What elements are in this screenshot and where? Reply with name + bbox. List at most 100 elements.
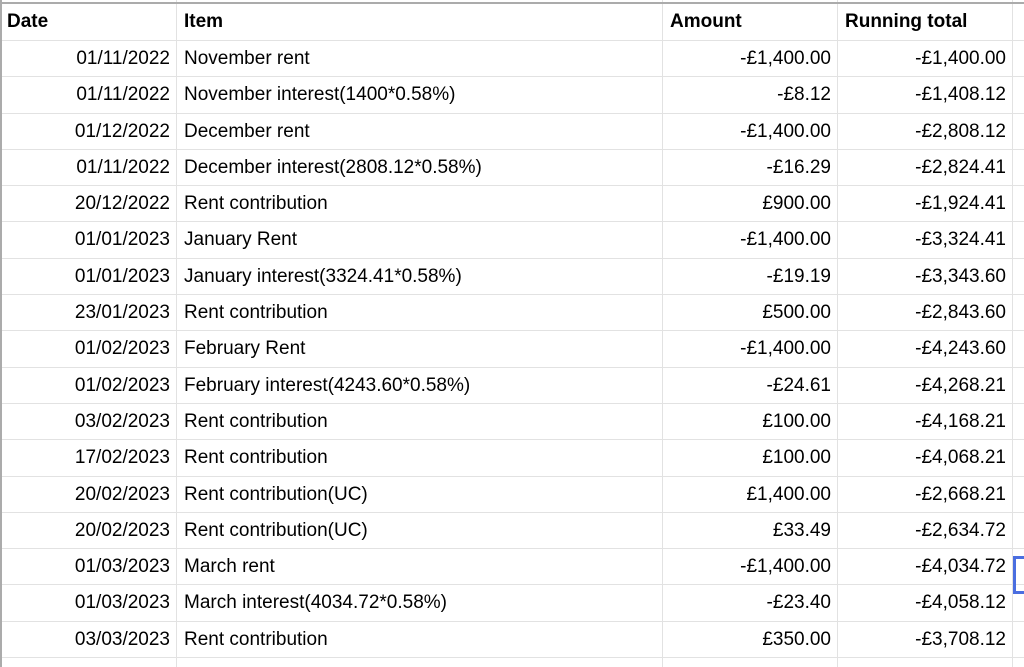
- cell-item[interactable]: November rent: [177, 41, 663, 77]
- cell-amount[interactable]: £100.00: [663, 440, 838, 476]
- cell-item[interactable]: Rent contribution(UC): [177, 512, 663, 549]
- cell-amount[interactable]: £33.49: [663, 512, 838, 549]
- cell-item[interactable]: December interest(2808.12*0.58%): [177, 149, 663, 186]
- cell-running-total[interactable]: -£4,034.72: [838, 549, 1013, 585]
- cell-empty[interactable]: [1013, 259, 1024, 294]
- cell-empty[interactable]: [1013, 150, 1024, 185]
- cell-running-total[interactable]: -£3,343.60: [838, 258, 1013, 295]
- cell-item[interactable]: November interest(1400*0.58%): [177, 77, 663, 113]
- cell-running-total[interactable]: -£4,068.21: [838, 440, 1013, 476]
- cell-running-total[interactable]: -£4,168.21: [838, 403, 1013, 440]
- cell-amount[interactable]: -£24.61: [663, 367, 838, 403]
- cell-empty[interactable]: [1013, 77, 1024, 112]
- cell-date[interactable]: 03/02/2023: [0, 403, 177, 440]
- cell-empty[interactable]: [1013, 222, 1024, 257]
- cell-item[interactable]: Rent contribution: [177, 295, 663, 331]
- cell-amount[interactable]: -£1,400.00: [663, 41, 838, 77]
- cell-amount[interactable]: -£1,400.00: [663, 113, 838, 149]
- cell-amount[interactable]: £350.00: [663, 621, 838, 658]
- partial-row-above: [0, 0, 1024, 2]
- cell-amount[interactable]: -£1,400.00: [663, 549, 838, 585]
- cell-amount[interactable]: -£16.29: [663, 149, 838, 186]
- cell-running-total[interactable]: -£2,843.60: [838, 295, 1013, 331]
- column-header-date[interactable]: Date: [0, 4, 177, 40]
- cell-running-total[interactable]: -£2,808.12: [838, 113, 1013, 149]
- partial-cell: [0, 0, 177, 2]
- table-row: 03/03/2023 Rent contribution £350.00 -£3…: [0, 621, 1024, 659]
- cell-date[interactable]: 23/01/2023: [0, 295, 177, 331]
- cell-running-total[interactable]: -£1,400.00: [838, 41, 1013, 77]
- cell-date[interactable]: 01/02/2023: [0, 367, 177, 403]
- cell-running-total[interactable]: -£1,408.12: [838, 77, 1013, 113]
- cell-date[interactable]: 03/03/2023: [0, 621, 177, 658]
- cell-running-total[interactable]: -£2,634.72: [838, 512, 1013, 549]
- cell-date[interactable]: 01/01/2023: [0, 258, 177, 295]
- column-header-item[interactable]: Item: [177, 4, 663, 40]
- cell-running-total[interactable]: -£3,708.12: [838, 621, 1013, 658]
- table-row: 20/02/2023 Rent contribution(UC) £1,400.…: [0, 476, 1024, 513]
- cell-item[interactable]: Rent contribution(UC): [177, 476, 663, 512]
- cell-empty[interactable]: [1013, 186, 1024, 221]
- column-header-amount[interactable]: Amount: [663, 4, 838, 40]
- cell-amount[interactable]: £900.00: [663, 186, 838, 222]
- partial-cell: [177, 0, 663, 2]
- cell-date[interactable]: 01/12/2022: [0, 113, 177, 149]
- cell-item[interactable]: March interest(4034.72*0.58%): [177, 585, 663, 621]
- cell-amount[interactable]: £500.00: [663, 295, 838, 331]
- cell-item[interactable]: Rent contribution: [177, 186, 663, 222]
- cell-amount[interactable]: -£1,400.00: [663, 331, 838, 367]
- cell-amount[interactable]: £100.00: [663, 403, 838, 440]
- cell-item[interactable]: December rent: [177, 113, 663, 149]
- cell-empty[interactable]: [1013, 513, 1024, 548]
- cell-date[interactable]: 01/03/2023: [0, 549, 177, 585]
- cell-amount[interactable]: -£19.19: [663, 258, 838, 295]
- cell-item[interactable]: February Rent: [177, 331, 663, 367]
- cell-empty[interactable]: [1013, 477, 1024, 512]
- cell-running-total[interactable]: -£4,268.21: [838, 367, 1013, 403]
- cell-running-total[interactable]: -£4,058.12: [838, 585, 1013, 621]
- cell-empty[interactable]: [1013, 368, 1024, 403]
- cell-date[interactable]: 17/02/2023: [0, 440, 177, 476]
- cell-item[interactable]: Rent contribution: [177, 403, 663, 440]
- cell-empty[interactable]: [1013, 622, 1024, 657]
- cell-running-total[interactable]: -£3,324.41: [838, 222, 1013, 258]
- cell-item[interactable]: January interest(3324.41*0.58%): [177, 258, 663, 295]
- cell-date[interactable]: 20/12/2022: [0, 186, 177, 222]
- cell-date[interactable]: 01/01/2023: [0, 222, 177, 258]
- partial-cell: [177, 658, 663, 667]
- cell-item[interactable]: January Rent: [177, 222, 663, 258]
- column-header-running-total[interactable]: Running total: [838, 4, 1013, 40]
- cell-date[interactable]: 20/02/2023: [0, 476, 177, 512]
- cell-empty[interactable]: [1013, 404, 1024, 439]
- cell-running-total[interactable]: -£2,824.41: [838, 149, 1013, 186]
- frozen-column-divider: [0, 0, 2, 667]
- cell-date[interactable]: 01/03/2023: [0, 585, 177, 621]
- cell-item[interactable]: Rent contribution: [177, 440, 663, 476]
- cell-date[interactable]: 01/11/2022: [0, 41, 177, 77]
- cell-empty[interactable]: [1013, 331, 1024, 366]
- selected-cell-outline: [1013, 556, 1024, 594]
- cell-running-total[interactable]: -£2,668.21: [838, 476, 1013, 512]
- cell-running-total[interactable]: -£1,924.41: [838, 186, 1013, 222]
- cell-date[interactable]: 01/02/2023: [0, 331, 177, 367]
- cell-empty[interactable]: [1013, 41, 1024, 76]
- column-header-empty[interactable]: [1013, 4, 1024, 40]
- cell-amount[interactable]: -£1,400.00: [663, 222, 838, 258]
- cell-amount[interactable]: -£23.40: [663, 585, 838, 621]
- cell-item[interactable]: February interest(4243.60*0.58%): [177, 367, 663, 403]
- cell-date[interactable]: 01/11/2022: [0, 77, 177, 113]
- cell-empty[interactable]: [1013, 295, 1024, 330]
- cell-item[interactable]: Rent contribution: [177, 621, 663, 658]
- cell-empty[interactable]: [1013, 114, 1024, 149]
- table-row: 17/02/2023 Rent contribution £100.00 -£4…: [0, 440, 1024, 477]
- table-row: 23/01/2023 Rent contribution £500.00 -£2…: [0, 295, 1024, 332]
- cell-date[interactable]: 01/11/2022: [0, 149, 177, 186]
- cell-amount[interactable]: -£8.12: [663, 77, 838, 113]
- cell-item[interactable]: March rent: [177, 549, 663, 585]
- cell-empty[interactable]: [1013, 440, 1024, 475]
- cell-date[interactable]: 20/02/2023: [0, 512, 177, 549]
- cell-amount[interactable]: £1,400.00: [663, 476, 838, 512]
- cell-running-total[interactable]: -£4,243.60: [838, 331, 1013, 367]
